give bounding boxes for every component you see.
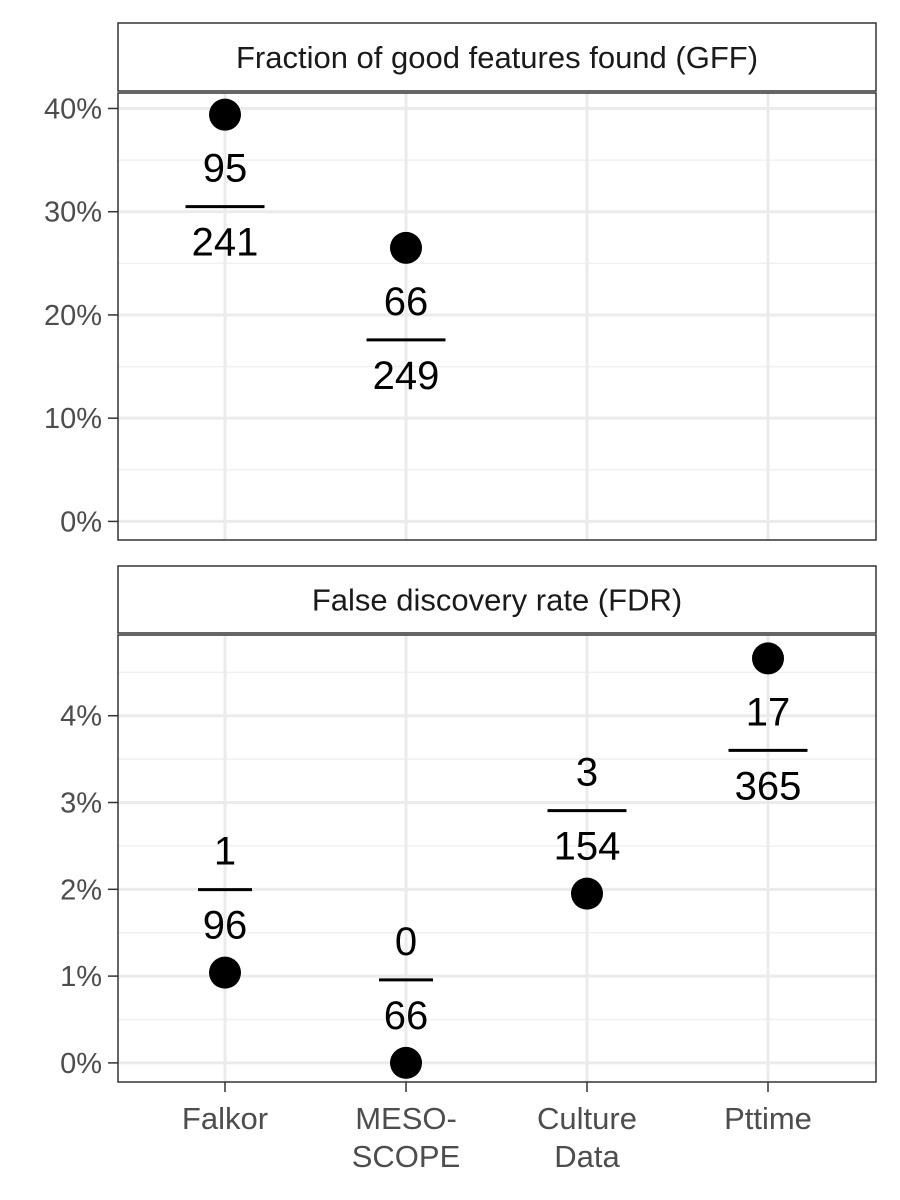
x-tick-label-line: MESO-	[355, 1101, 457, 1136]
panel-2: False discovery rate (FDR) 0% 1% 2% 3% 4% 1 96 0…	[60, 565, 877, 1174]
y-tick-label: 2%	[60, 874, 102, 906]
data-point	[390, 231, 422, 264]
fraction-denominator: 365	[735, 764, 802, 808]
y-tick-label: 40%	[44, 93, 102, 125]
data-point	[571, 877, 603, 910]
x-tick-label-line: Data	[554, 1139, 620, 1174]
fraction-denominator: 66	[384, 994, 429, 1038]
panel-border	[117, 634, 877, 1083]
x-tick-label-line: Pttime	[724, 1101, 812, 1136]
fraction-denominator: 249	[373, 354, 440, 398]
x-tick-label-line: SCOPE	[352, 1139, 461, 1174]
panel-title: False discovery rate (FDR)	[312, 583, 682, 618]
panel-1: Fraction of good features found (GFF) 0% 1…	[44, 22, 877, 541]
fraction-numerator: 17	[746, 690, 791, 734]
fraction-numerator: 95	[203, 147, 248, 191]
y-tick-label: 4%	[60, 701, 102, 733]
panel-strip	[117, 22, 877, 92]
x-tick-label: Culture Data	[537, 1101, 637, 1174]
y-tick-label: 10%	[44, 403, 102, 435]
fraction-denominator: 241	[192, 221, 259, 265]
data-point	[390, 1046, 422, 1079]
x-tick-label-line: Falkor	[182, 1101, 268, 1136]
fraction-numerator: 0	[395, 920, 417, 964]
y-tick-label: 0%	[60, 1048, 102, 1080]
plot-background	[118, 635, 876, 1082]
y-tick-label: 1%	[60, 961, 102, 993]
panel-border	[117, 92, 877, 541]
fraction-numerator: 3	[576, 751, 598, 795]
x-tick-label: MESO-SCOPE	[352, 1101, 461, 1174]
y-tick-label: 20%	[44, 300, 102, 332]
panel-title: Fraction of good features found (GFF)	[236, 40, 758, 75]
fraction-denominator: 96	[203, 904, 248, 948]
fraction-denominator: 154	[554, 825, 621, 869]
fraction-numerator: 1	[214, 830, 236, 874]
data-point	[209, 98, 241, 131]
y-tick-label: 0%	[60, 506, 102, 538]
panel-strip	[117, 565, 877, 634]
fraction-numerator: 66	[384, 280, 429, 324]
x-tick-label: Falkor	[182, 1101, 268, 1136]
data-point	[752, 642, 784, 675]
y-tick-label: 30%	[44, 197, 102, 229]
data-point	[209, 956, 241, 989]
x-tick-label: Pttime	[724, 1101, 812, 1136]
y-tick-label: 3%	[60, 788, 102, 820]
x-tick-label-line: Culture	[537, 1101, 637, 1136]
plot-background	[118, 93, 876, 540]
